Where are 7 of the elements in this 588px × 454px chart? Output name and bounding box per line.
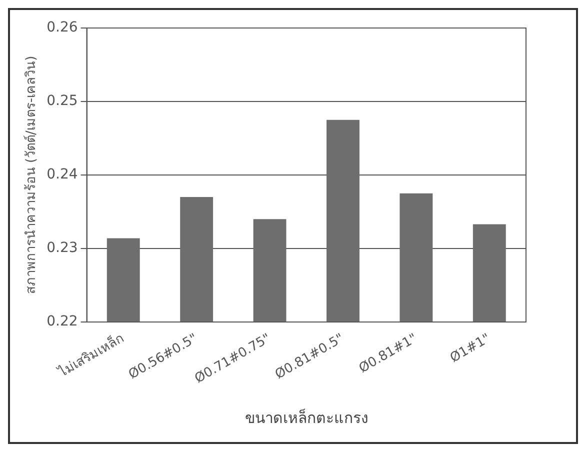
- y-tick-label: 0.22: [46, 314, 78, 330]
- y-tick-label: 0.24: [46, 166, 78, 183]
- x-axis-title: ขนาดเหล็กตะแกรง: [244, 408, 368, 427]
- y-tick-label: 0.23: [46, 240, 78, 256]
- y-tick-label: 0.26: [46, 20, 78, 36]
- y-tick-label: 0.25: [46, 93, 78, 110]
- y-axis-title: สภาพการนำความร้อน (วัตต์/เมตร-เคลวิน): [23, 56, 40, 294]
